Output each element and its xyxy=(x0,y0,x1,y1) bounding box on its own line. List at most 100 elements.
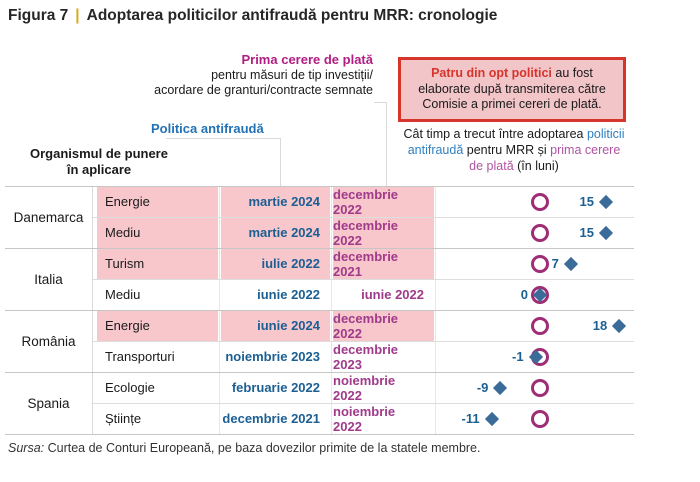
antifraud-connector-line xyxy=(166,138,281,187)
title-separator: | xyxy=(75,7,80,24)
payment-date-cell: decembrie 2023 xyxy=(333,341,399,372)
first-payment-column-header: Prima cerere de plată pentru măsuri de t… xyxy=(154,52,373,99)
dotplot-cell: 18 xyxy=(437,311,634,341)
source-label: Sursa: xyxy=(8,441,45,455)
months-value-label: -9 xyxy=(476,380,489,395)
timeline-table: Danemarca Energie martie 2024 decembrie 202… xyxy=(5,186,634,435)
question-text: Cât timp a trecut între adoptarea politi… xyxy=(400,126,628,174)
dotplot-cell: 15 xyxy=(437,187,634,217)
sector-cell: Științe xyxy=(105,411,142,427)
question-part1: Cât timp a trecut între adoptarea xyxy=(403,127,587,141)
antifraud-date-cell: decembrie 2021 xyxy=(222,411,320,427)
column-separator xyxy=(219,187,220,435)
first-payment-connector-line xyxy=(374,102,387,187)
sector-cell: Mediu xyxy=(105,287,141,303)
callout-rest-text: au fost elaborate după transmiterea cătr… xyxy=(418,66,606,111)
table-body: Danemarca Energie martie 2024 decembrie 202… xyxy=(5,187,634,435)
figure-title-bar: Figura 7 | Adoptarea politicilor antifraud… xyxy=(8,7,497,25)
group-rows: Energie iunie 2024 decembrie 2022 18 Transpo… xyxy=(93,311,634,372)
question-part3: (în luni) xyxy=(513,159,559,173)
months-value-label: 15 xyxy=(579,194,594,209)
payment-request-circle-marker xyxy=(531,317,549,335)
table-row-group: Danemarca Energie martie 2024 decembrie 202… xyxy=(5,187,634,249)
country-cell: Spania xyxy=(5,373,93,434)
payment-request-circle-marker xyxy=(531,285,549,304)
implementing-body-header-line2: în aplicare xyxy=(66,162,132,177)
source-note: Sursa: Curtea de Conturi Europeană, pe b… xyxy=(8,441,481,455)
question-payment-term: prima cerere de plată xyxy=(469,143,621,173)
callout-box: Patru din opt politici au fost elaborate… xyxy=(398,57,626,122)
first-payment-header-line1: Prima cerere de plată xyxy=(241,52,373,67)
antifraud-date-cell: iunie 2024 xyxy=(221,311,330,341)
country-cell: Danemarca xyxy=(5,187,93,248)
antifraud-date-cell: martie 2024 xyxy=(221,187,330,217)
antifraud-date-cell: martie 2024 xyxy=(221,217,330,248)
table-row: Mediu iunie 2022 iunie 2022 0 xyxy=(93,280,634,311)
payment-request-circle-marker xyxy=(531,223,549,242)
table-row: Ecologie februarie 2022 noiembrie 2022 -9 xyxy=(93,373,634,404)
dotplot-cell: -11 xyxy=(437,404,634,435)
sector-cell: Energie xyxy=(97,311,218,341)
payment-date-cell: iunie 2022 xyxy=(361,287,424,303)
payment-date-cell: decembrie 2022 xyxy=(333,187,434,217)
table-row-group: Spania Ecologie februarie 2022 noiembrie 20… xyxy=(5,373,634,435)
dotplot-cell: -1 xyxy=(437,342,634,373)
months-value-label: 7 xyxy=(551,256,559,271)
months-value-label: -1 xyxy=(512,348,524,364)
payment-date-cell: decembrie 2021 xyxy=(333,249,434,279)
antifraud-policy-diamond-marker xyxy=(493,380,508,396)
question-part2: pentru MRR și xyxy=(463,143,551,157)
antifraud-column-header: Politica antifraudă xyxy=(151,121,264,136)
first-payment-header-line2: pentru măsuri de tip investiții/ xyxy=(211,67,373,82)
antifraud-policy-diamond-marker xyxy=(612,318,627,334)
implementing-body-header-line1: Organismul de punere xyxy=(30,146,168,161)
antifraud-policy-diamond-marker xyxy=(484,411,499,426)
column-separator xyxy=(331,187,332,435)
country-cell: România xyxy=(5,311,93,372)
months-value-label: 18 xyxy=(592,318,608,333)
group-rows: Ecologie februarie 2022 noiembrie 2022 -9 Șt… xyxy=(93,373,634,434)
antifraud-date-cell: iulie 2022 xyxy=(221,249,330,279)
dotplot-cell: 0 xyxy=(437,280,634,311)
dotplot-cell: 7 xyxy=(437,249,634,279)
dotplot-cell: -9 xyxy=(437,373,634,403)
sector-cell: Mediu xyxy=(97,217,218,248)
payment-date-cell: decembrie 2022 xyxy=(333,217,434,248)
antifraud-date-cell: februarie 2022 xyxy=(231,380,320,396)
months-value-label: 15 xyxy=(579,224,594,240)
sector-cell: Turism xyxy=(97,249,218,279)
table-row-group: România Energie iunie 2024 decembrie 2022 18… xyxy=(5,311,634,373)
table-row: Științe decembrie 2021 noiembrie 2022 -11 xyxy=(93,404,634,435)
payment-request-circle-marker xyxy=(531,193,549,211)
antifraud-policy-diamond-marker xyxy=(598,225,614,240)
group-rows: Energie martie 2024 decembrie 2022 15 Mediu m… xyxy=(93,187,634,248)
sector-cell: Energie xyxy=(97,187,218,217)
table-row-group: Italia Turism iulie 2022 decembrie 2021 7 Med… xyxy=(5,249,634,311)
antifraud-policy-diamond-marker xyxy=(598,194,614,210)
table-row: Energie martie 2024 decembrie 2022 15 xyxy=(93,187,634,218)
payment-request-circle-marker xyxy=(531,409,549,428)
figure-label: Figura 7 xyxy=(8,7,69,24)
sector-cell: Ecologie xyxy=(105,380,155,396)
table-row: Mediu martie 2024 decembrie 2022 15 xyxy=(93,217,634,248)
antifraud-date-cell: noiembrie 2023 xyxy=(225,349,320,365)
payment-request-circle-marker xyxy=(531,379,549,397)
table-row: Energie iunie 2024 decembrie 2022 18 xyxy=(93,311,634,342)
callout-highlight-text: Patru din opt politici xyxy=(431,66,552,80)
first-payment-header-line3: acordare de granturi/contracte semnate xyxy=(154,83,373,97)
source-text: Curtea de Conturi Europeană, pe baza dov… xyxy=(44,441,481,455)
antifraud-policy-diamond-marker xyxy=(563,256,578,272)
payment-date-cell: noiembrie 2022 xyxy=(333,372,396,403)
payment-date-cell: decembrie 2022 xyxy=(333,311,434,341)
question-antifraud-term: politicii antifraudă xyxy=(407,127,625,157)
sector-cell: Transporturi xyxy=(105,349,175,365)
table-row: Turism iulie 2022 decembrie 2021 7 xyxy=(93,249,634,280)
months-value-label: -11 xyxy=(461,410,480,426)
group-rows: Turism iulie 2022 decembrie 2021 7 Mediu iuni… xyxy=(93,249,634,310)
months-value-label: 0 xyxy=(520,286,528,302)
antifraud-date-cell: iunie 2022 xyxy=(257,287,320,303)
column-separator xyxy=(435,187,436,435)
figure-title: Adoptarea politicilor antifraudă pentru … xyxy=(86,7,498,24)
payment-date-cell: noiembrie 2022 xyxy=(333,403,396,434)
payment-request-circle-marker xyxy=(531,255,549,273)
